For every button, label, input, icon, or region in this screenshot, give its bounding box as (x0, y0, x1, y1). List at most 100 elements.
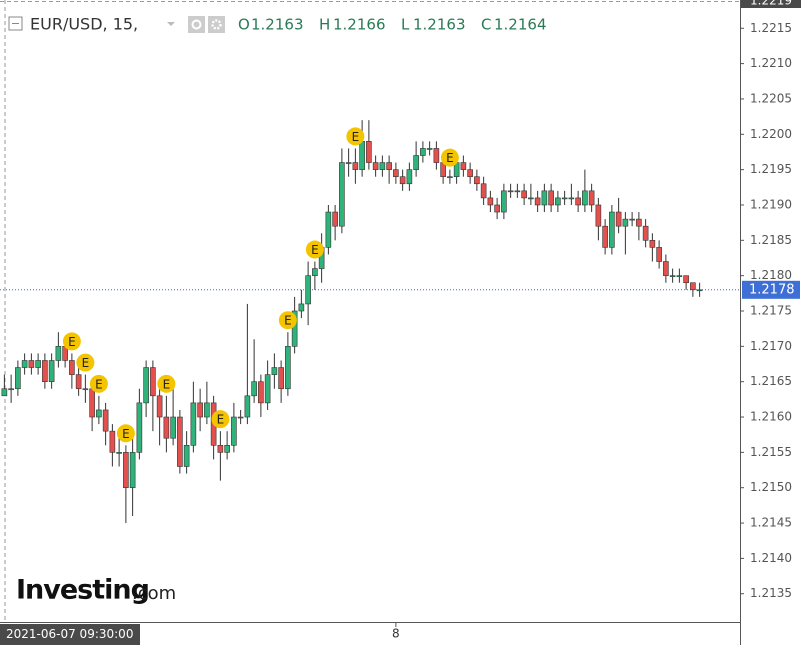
y-tick-label: 1.2140 (750, 551, 792, 565)
candle-body (244, 395, 251, 418)
candle-body (69, 360, 75, 375)
candle-body (312, 268, 318, 276)
y-tick-label: 1.2180 (750, 268, 792, 282)
event-label: E (352, 130, 360, 144)
candle-body (325, 211, 332, 248)
candle-body (487, 197, 494, 206)
candle-body (595, 204, 602, 227)
candle-body (663, 261, 669, 276)
candle-body (278, 367, 284, 390)
candle-body (183, 444, 190, 467)
y-tick-label: 1.2150 (750, 480, 792, 494)
event-marker (211, 410, 230, 429)
candle-body (339, 162, 345, 227)
candle-body (420, 148, 426, 156)
candle-body (474, 176, 480, 185)
candle-body (190, 402, 197, 446)
event-marker (76, 353, 95, 372)
candle-body (28, 360, 35, 368)
event-marker (157, 374, 176, 393)
candle-body (163, 416, 170, 439)
candle-body (615, 211, 622, 227)
candle-body (116, 452, 122, 454)
settings-icon[interactable] (208, 16, 225, 33)
candle-body (231, 416, 237, 446)
candle-body (372, 162, 379, 170)
event-marker (278, 311, 297, 330)
candle-body (447, 176, 453, 179)
y-tick-label: 1.2195 (750, 162, 792, 176)
event-marker (440, 148, 459, 167)
candle-body (494, 204, 500, 213)
candle-body (521, 190, 527, 199)
x-tick-label: 8 (392, 627, 400, 641)
candle-body (1, 388, 8, 397)
candle-body (352, 162, 359, 170)
crosshair-time: 2021-06-07 09:30:00 (6, 627, 133, 641)
candle-body (298, 303, 305, 312)
event-marker (89, 374, 108, 393)
candle-body (75, 374, 82, 390)
event-label: E (217, 413, 225, 427)
candle-body (305, 275, 311, 305)
settings-icon (211, 19, 222, 30)
event-marker (305, 240, 324, 259)
candle-body (555, 197, 561, 206)
y-tick-label: 1.2190 (750, 197, 792, 211)
event-label: E (311, 243, 319, 257)
candle-body (393, 169, 399, 178)
event-marker (62, 332, 81, 351)
candle-body (285, 346, 291, 390)
ohlc-label: O (238, 16, 250, 34)
candle-body (386, 162, 392, 170)
candle-body (129, 452, 136, 489)
candle-body (602, 225, 608, 248)
y-tick-label: 1.2160 (750, 410, 792, 424)
candle-body (271, 367, 278, 375)
candle-body (177, 416, 183, 467)
candle-body (582, 190, 588, 206)
y-tick-label: 1.2135 (750, 586, 792, 600)
candle-body (676, 275, 683, 277)
candle-body (656, 247, 662, 262)
last-price-box (742, 280, 800, 299)
event-label: E (68, 335, 76, 349)
eye-icon[interactable] (188, 16, 205, 33)
candle-body (109, 430, 116, 453)
y-tick-label: 1.2175 (750, 304, 792, 318)
candle-body (102, 409, 109, 432)
candle-body (258, 381, 264, 404)
ohlc-value: 1.2164 (494, 16, 547, 34)
candle-body (501, 190, 507, 213)
y-tick-label: 1.2205 (750, 91, 792, 105)
candle-body (359, 141, 365, 170)
candle-body (622, 218, 629, 227)
candle-body (224, 444, 230, 453)
crosshair-time-box (0, 624, 140, 645)
last-price-label: 1.2178 (749, 282, 795, 297)
candle-body (514, 190, 521, 193)
candle-body (264, 374, 271, 404)
event-label: E (163, 377, 171, 391)
candle-body (48, 360, 55, 382)
event-marker (346, 127, 365, 146)
candle-body (507, 190, 514, 193)
candle-body (690, 282, 696, 291)
candle-body (21, 360, 28, 368)
candle-body (237, 416, 244, 419)
candle-body (8, 388, 14, 391)
candle-body (136, 402, 143, 453)
candle-body (588, 190, 595, 206)
dropdown-icon[interactable] (167, 22, 175, 26)
candle-body (413, 155, 419, 170)
candle-body (345, 162, 352, 164)
candle-body (82, 388, 89, 391)
event-label: E (82, 356, 90, 370)
event-marker (116, 424, 135, 443)
candle-body (170, 416, 176, 439)
candle-body (217, 444, 224, 453)
ohlc-value: 1.2163 (413, 16, 466, 34)
y-tick-label: 1.2145 (750, 516, 792, 530)
